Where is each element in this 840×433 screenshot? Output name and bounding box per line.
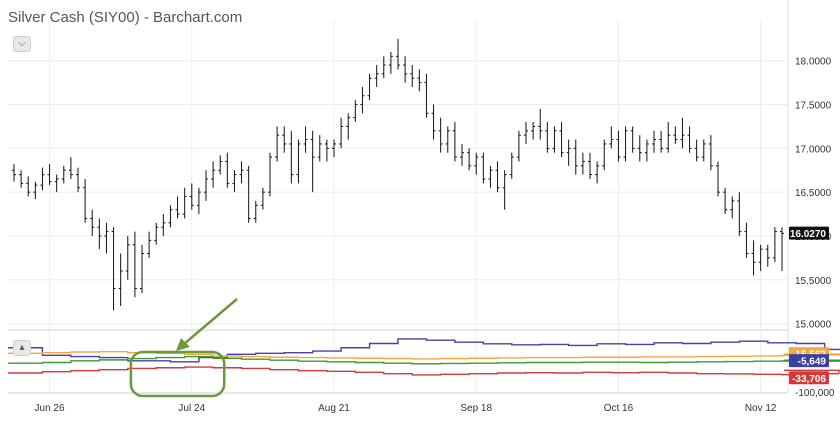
chevron-up-icon: ▴ (19, 342, 25, 353)
y-tick-label: 16.5000 (795, 188, 832, 199)
x-tick-label: Sep 18 (460, 403, 492, 414)
annotation-arrow-shaft (183, 298, 238, 345)
x-tick-label: Nov 12 (745, 403, 777, 414)
cot-series-line-2 (8, 355, 840, 365)
x-tick-label: Aug 21 (318, 403, 350, 414)
expand-toggle[interactable]: ▴ (13, 340, 31, 356)
chevron-down-icon: ⌵ (18, 38, 26, 49)
y-tick-label: 18.0000 (795, 57, 832, 68)
last-price-tag-bg (789, 226, 829, 240)
x-tick-label: Jul 24 (178, 403, 205, 414)
indicator-y-tick-label: -100,000 (795, 388, 835, 399)
collapse-toggle[interactable]: ⌵ (13, 36, 31, 52)
blue-value-tag-bg (789, 354, 829, 368)
cot-series-line-3 (8, 366, 840, 376)
last-price-tag: 16.0270 (790, 229, 827, 240)
cot-series-line-0 (8, 338, 840, 363)
y-tick-label: 17.5000 (795, 101, 832, 112)
blue-value-tag: -5,649 (798, 357, 827, 368)
page-title: Silver Cash (SIY00) - Barchart.com (8, 9, 243, 26)
red-value-tag-bg (789, 371, 829, 385)
red-value-tag: -33,706 (792, 374, 826, 385)
y-tick-label: 15.0000 (795, 320, 832, 331)
y-tick-label: 15.5000 (795, 276, 832, 287)
x-tick-label: Jun 26 (35, 403, 65, 414)
y-tick-label: 17.0000 (795, 144, 832, 155)
annotation-arrow-head (176, 338, 190, 351)
x-tick-label: Oct 16 (604, 403, 634, 414)
highlight-box (129, 350, 226, 398)
